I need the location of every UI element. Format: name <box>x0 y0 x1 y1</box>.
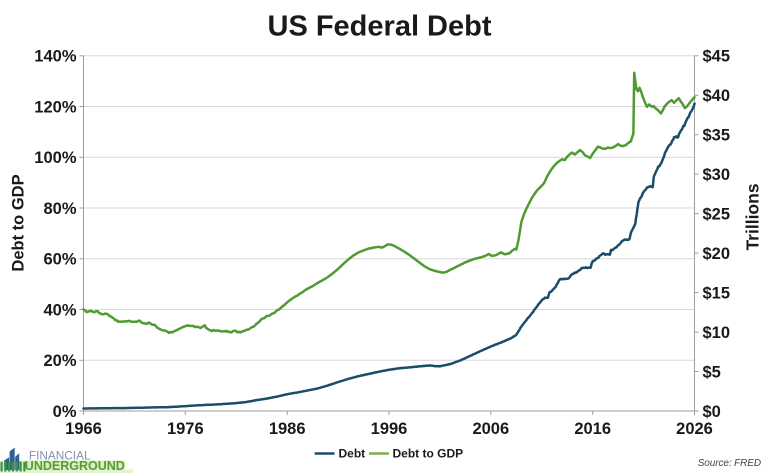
svg-text:$35: $35 <box>703 127 731 145</box>
svg-text:$10: $10 <box>703 324 731 342</box>
svg-text:2006: 2006 <box>472 420 509 438</box>
svg-text:$5: $5 <box>703 363 721 381</box>
svg-text:$15: $15 <box>703 285 731 303</box>
svg-text:US Federal Debt: US Federal Debt <box>268 11 492 43</box>
svg-text:2016: 2016 <box>574 420 611 438</box>
svg-text:FINANCIAL: FINANCIAL <box>29 448 91 462</box>
svg-text:Trillions: Trillions <box>743 183 763 250</box>
svg-text:Source: FRED: Source: FRED <box>698 458 761 469</box>
svg-text:60%: 60% <box>43 251 76 269</box>
svg-text:Debt to GDP: Debt to GDP <box>10 174 28 271</box>
svg-text:1986: 1986 <box>269 420 306 438</box>
svg-text:Debt: Debt <box>339 447 366 461</box>
svg-text:Debt to GDP: Debt to GDP <box>393 447 464 461</box>
svg-text:$20: $20 <box>703 245 731 263</box>
svg-text:80%: 80% <box>43 200 76 218</box>
svg-text:2026: 2026 <box>676 420 713 438</box>
svg-text:1966: 1966 <box>65 420 102 438</box>
svg-text:$25: $25 <box>703 206 731 224</box>
svg-text:100%: 100% <box>34 149 77 167</box>
svg-text:140%: 140% <box>34 48 77 66</box>
svg-text:UNDERGROUND: UNDERGROUND <box>25 459 125 473</box>
svg-text:1976: 1976 <box>167 420 204 438</box>
svg-text:120%: 120% <box>34 98 77 116</box>
svg-text:20%: 20% <box>43 352 76 370</box>
svg-text:0%: 0% <box>53 403 77 421</box>
svg-text:$40: $40 <box>703 87 731 105</box>
svg-text:$30: $30 <box>703 166 731 184</box>
svg-text:1996: 1996 <box>371 420 408 438</box>
svg-text:$0: $0 <box>703 403 721 421</box>
svg-text:40%: 40% <box>43 301 76 319</box>
svg-text:$45: $45 <box>703 48 731 66</box>
